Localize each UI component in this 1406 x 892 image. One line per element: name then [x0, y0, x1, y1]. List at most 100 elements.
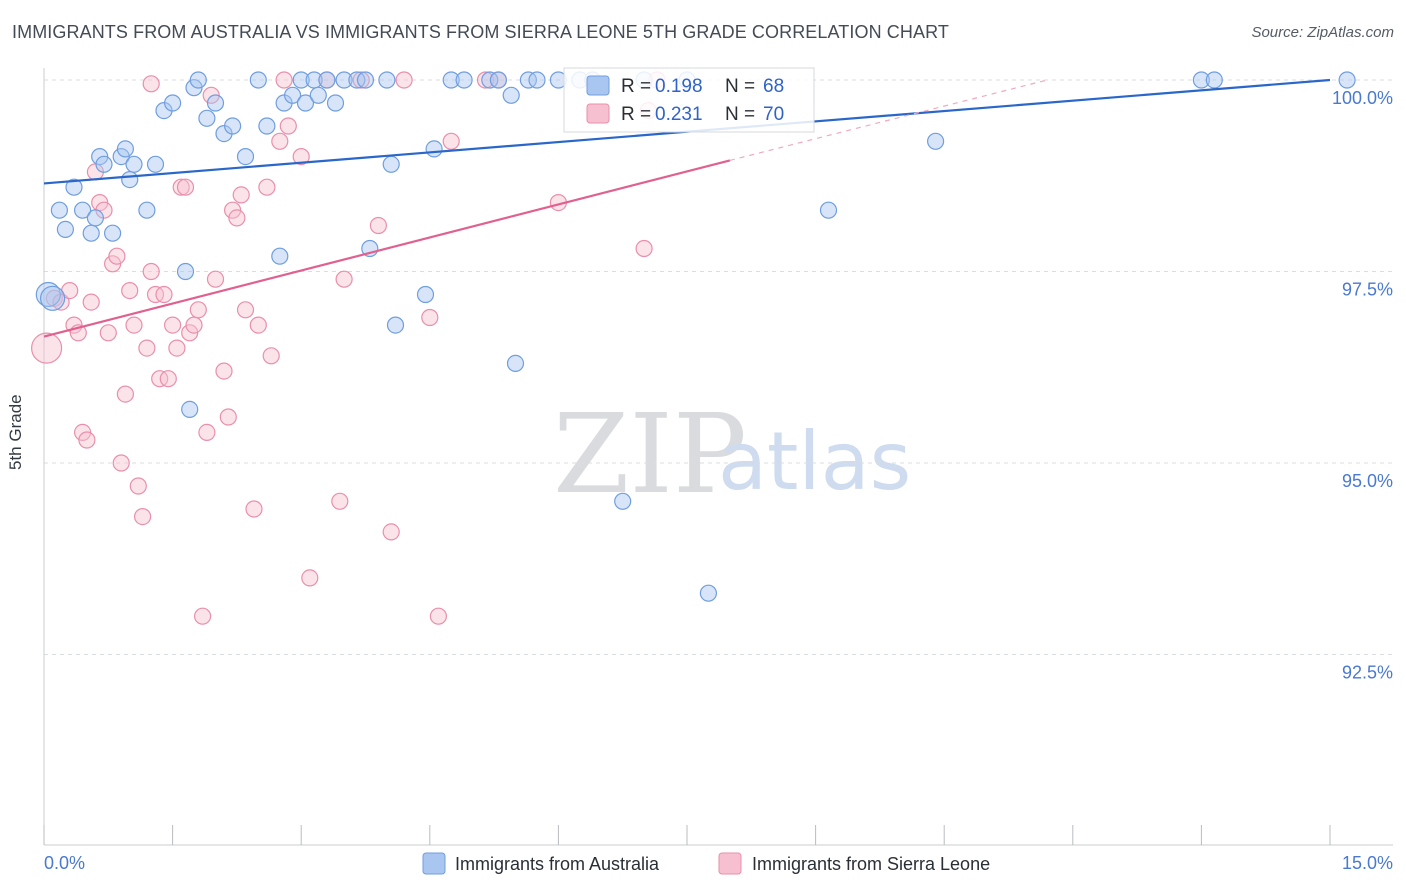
data-point [1338, 71, 1356, 89]
chart-source: Source: ZipAtlas.com [1251, 24, 1394, 41]
data-point [228, 209, 246, 227]
data-point [73, 201, 92, 219]
data-point [103, 224, 122, 242]
data-point [356, 71, 375, 89]
data-point [481, 71, 499, 89]
data-point [224, 117, 242, 135]
data-point [331, 492, 349, 510]
data-point [279, 117, 297, 135]
data-point [635, 239, 653, 258]
data-point [159, 370, 177, 388]
data-point [82, 224, 100, 242]
data-point [455, 71, 473, 89]
stats-r-value-sierra-leone: 0.231 [655, 104, 703, 125]
data-point [236, 301, 255, 319]
data-point [215, 362, 233, 380]
data-point [421, 308, 439, 327]
stats-n-value-sierra-leone: 70 [763, 104, 784, 125]
data-point [56, 220, 75, 238]
data-point [125, 316, 143, 334]
data-point [318, 71, 336, 89]
data-point [198, 423, 216, 441]
data-point [699, 584, 718, 602]
data-point [258, 117, 276, 135]
data-point [249, 71, 267, 89]
data-point [206, 270, 225, 288]
data-point [198, 109, 216, 127]
stats-n-label-sierra-leone: N = [725, 104, 755, 125]
legend-label-australia: Immigrants from Australia [455, 854, 660, 874]
data-point [476, 71, 495, 89]
data-point [395, 71, 413, 89]
stats-r-label-australia: R = [621, 76, 651, 97]
stats-r-label-sierra-leone: R = [621, 104, 651, 125]
data-point [86, 209, 105, 227]
data-point [232, 186, 250, 204]
data-point [442, 132, 460, 150]
data-point [258, 178, 276, 196]
y-tick-label: 95.0% [1342, 471, 1393, 491]
data-point [35, 281, 61, 308]
sierra-leone-points [30, 71, 666, 625]
data-point [164, 94, 182, 112]
watermark-zip: ZIP [553, 390, 747, 518]
data-point [50, 201, 69, 219]
data-point [95, 155, 113, 173]
data-point [125, 155, 143, 173]
data-point [176, 178, 195, 196]
data-point [138, 201, 156, 219]
data-point [352, 71, 370, 89]
watermark: ZIP atlas [553, 390, 911, 518]
data-point [129, 477, 147, 495]
data-point [164, 316, 182, 334]
y-tick-label: 92.5% [1342, 663, 1393, 683]
axes [43, 68, 1393, 846]
data-point [326, 94, 345, 112]
data-point [176, 262, 195, 281]
data-point [271, 247, 289, 265]
legend-swatch-sierra-leone [718, 852, 742, 875]
y-tick-label: 100.0% [1332, 88, 1393, 108]
data-point [108, 247, 126, 265]
data-point [429, 607, 447, 625]
data-point [206, 94, 225, 112]
legend-swatch-australia [422, 852, 446, 875]
data-point [30, 332, 63, 364]
data-point [249, 316, 267, 334]
data-point [292, 71, 310, 89]
data-point [926, 132, 945, 150]
data-point [82, 293, 100, 311]
data-point [112, 454, 130, 472]
data-point [168, 339, 186, 357]
data-point [142, 75, 160, 93]
data-point [386, 316, 405, 334]
trend-line-sierra-leone-extension [729, 79, 1048, 162]
data-point [65, 178, 83, 196]
data-point [121, 282, 139, 300]
series-legend: Immigrants from Australia Immigrants fro… [422, 852, 990, 875]
data-point [416, 285, 435, 304]
data-point [155, 285, 173, 304]
data-point [275, 71, 293, 89]
stats-swatch-australia [586, 75, 610, 96]
data-point [335, 71, 353, 89]
data-point [138, 339, 156, 357]
x-tick-labels: 0.0% 15.0% [44, 853, 1393, 873]
data-point [146, 155, 165, 173]
data-point [442, 71, 460, 89]
data-point [236, 148, 255, 166]
trend-line-sierra-leone [43, 159, 731, 338]
data-point [151, 370, 169, 388]
watermark-atlas: atlas [718, 415, 911, 508]
data-point [382, 523, 400, 541]
data-point [284, 86, 302, 104]
data-point [819, 201, 838, 219]
data-point [189, 71, 207, 89]
chart-title: IMMIGRANTS FROM AUSTRALIA VS IMMIGRANTS … [12, 22, 949, 42]
data-point [181, 400, 199, 418]
y-tick-label: 97.5% [1342, 280, 1393, 300]
data-point [245, 500, 263, 518]
data-point [614, 492, 632, 510]
data-point [301, 569, 319, 587]
